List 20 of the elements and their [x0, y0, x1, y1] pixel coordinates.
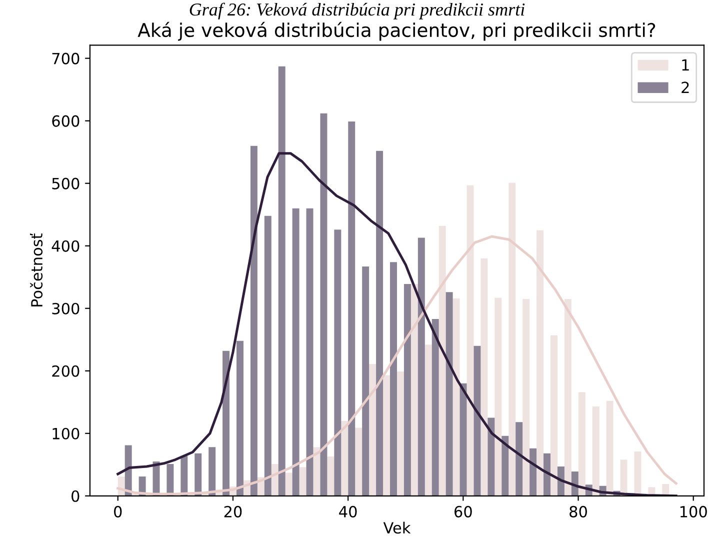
y-tick-label: 400 — [52, 240, 80, 252]
y-tick-label: 500 — [52, 178, 80, 190]
y-tick-label: 100 — [52, 428, 80, 440]
x-tick-label: 60 — [454, 506, 472, 518]
legend-label: 1 — [682, 59, 689, 71]
y-tick-label: 200 — [52, 365, 80, 377]
x-tick-label: 100 — [680, 506, 707, 518]
y-tick-label: 300 — [52, 302, 80, 314]
legend-label: 2 — [682, 82, 689, 93]
y-tick-label: 700 — [52, 52, 80, 64]
x-tick-label: 20 — [224, 506, 242, 518]
y-tick-label: 0 — [72, 490, 80, 502]
y-tick-label: 600 — [52, 115, 80, 127]
chart-title: Aká je veková distribúcia pacientov, pri predikcii smrti? — [138, 22, 656, 41]
x-tick-label: 0 — [114, 506, 122, 518]
y-axis-title: Početnosť — [30, 233, 43, 306]
x-tick-label: 80 — [570, 506, 587, 518]
x-tick-label: 40 — [339, 506, 357, 518]
x-axis-title: Vek — [383, 522, 411, 534]
text: Graf 26: Veková distribúcia pri predikcii smrti — [190, 2, 525, 20]
